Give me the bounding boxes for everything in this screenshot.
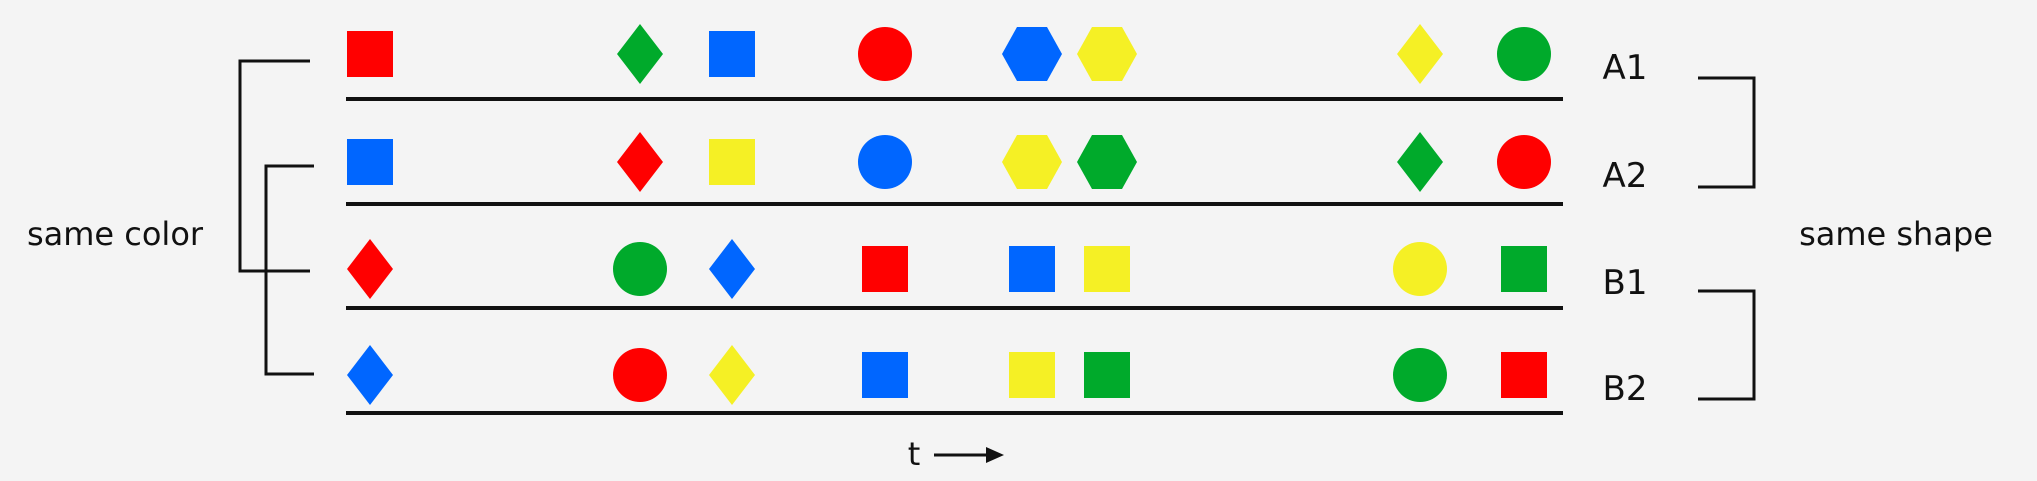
red-square-shape xyxy=(862,246,908,292)
sequence-row-a2: A2 xyxy=(346,132,1648,206)
yellow-hexagon-shape xyxy=(1002,135,1062,189)
blue-square-shape xyxy=(862,352,908,398)
blue-square-shape xyxy=(347,139,393,185)
red-square-shape xyxy=(347,31,393,77)
row-label: B2 xyxy=(1603,369,1648,409)
blue-diamond-shape xyxy=(709,239,755,299)
time-arrow xyxy=(934,447,1004,463)
same-shape-bracket-a xyxy=(1698,76,1756,189)
green-square-shape xyxy=(1084,352,1130,398)
sequence-row-a1: A1 xyxy=(346,24,1648,101)
green-circle-shape xyxy=(613,242,667,296)
blue-square-shape xyxy=(709,31,755,77)
row-label: A1 xyxy=(1603,48,1648,88)
time-label: t xyxy=(908,435,921,473)
green-diamond-shape xyxy=(617,24,663,84)
same-shape-bracket-b xyxy=(1698,289,1756,401)
row-label: B1 xyxy=(1603,263,1648,303)
red-diamond-shape xyxy=(617,132,663,192)
yellow-square-shape xyxy=(709,139,755,185)
yellow-diamond-shape xyxy=(709,345,755,405)
yellow-square-shape xyxy=(1009,352,1055,398)
same-color-bracket-outer xyxy=(238,59,310,273)
green-hexagon-shape xyxy=(1077,135,1137,189)
green-circle-shape xyxy=(1497,27,1551,81)
red-circle-shape xyxy=(858,27,912,81)
sequence-rows: A1 A2 B1 B2 xyxy=(346,24,1648,415)
blue-square-shape xyxy=(1009,246,1055,292)
row-label: A2 xyxy=(1603,156,1648,196)
same-color-label: same color xyxy=(27,215,204,253)
red-square-shape xyxy=(1501,352,1547,398)
blue-diamond-shape xyxy=(347,345,393,405)
red-circle-shape xyxy=(1497,135,1551,189)
blue-circle-shape xyxy=(858,135,912,189)
yellow-diamond-shape xyxy=(1397,24,1443,84)
yellow-circle-shape xyxy=(1393,242,1447,296)
yellow-hexagon-shape xyxy=(1077,27,1137,81)
red-diamond-shape xyxy=(347,239,393,299)
blue-hexagon-shape xyxy=(1002,27,1062,81)
sequence-row-b2: B2 xyxy=(346,345,1648,415)
green-circle-shape xyxy=(1393,348,1447,402)
yellow-square-shape xyxy=(1084,246,1130,292)
same-color-bracket-inner xyxy=(264,164,314,376)
sequence-row-b1: B1 xyxy=(346,239,1648,310)
green-square-shape xyxy=(1501,246,1547,292)
red-circle-shape xyxy=(613,348,667,402)
same-shape-label: same shape xyxy=(1799,215,1993,253)
green-diamond-shape xyxy=(1397,132,1443,192)
